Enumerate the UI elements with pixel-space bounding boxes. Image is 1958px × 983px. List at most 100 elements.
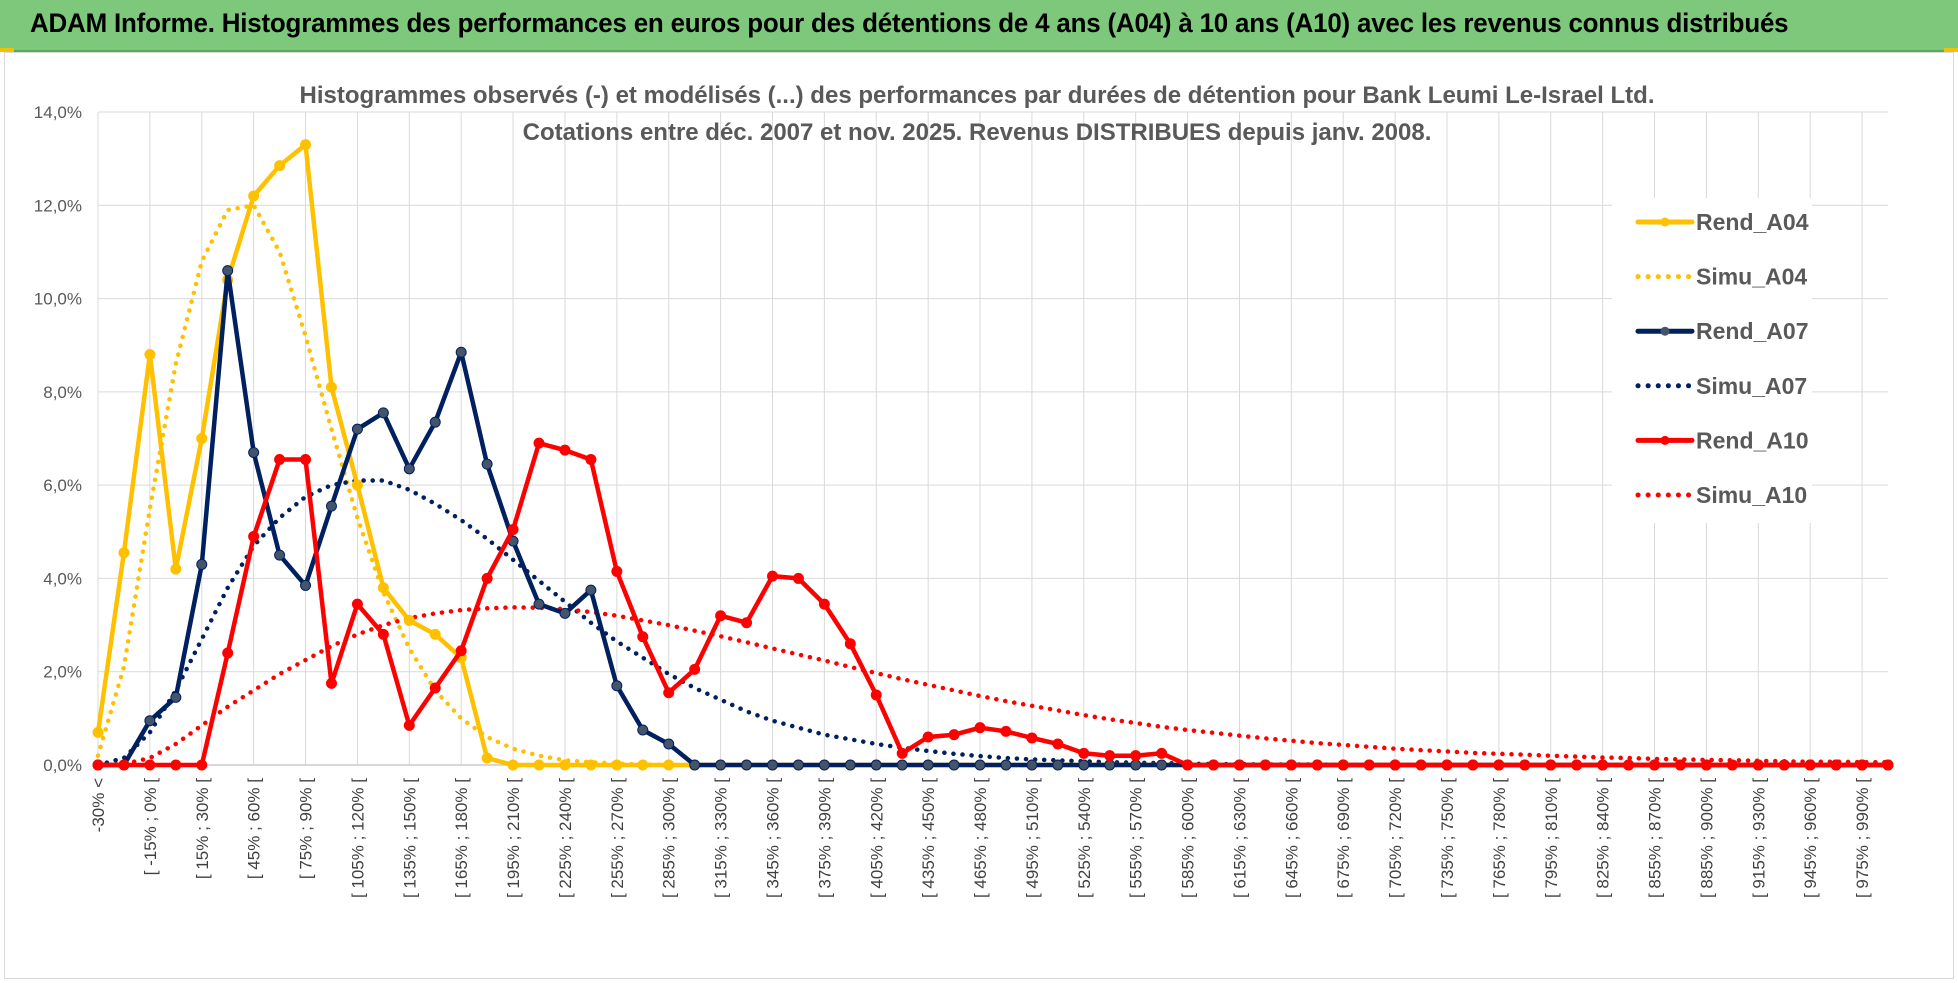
data-point-rend-a10 bbox=[974, 722, 986, 734]
data-point-rend-a04 bbox=[507, 759, 519, 771]
data-point-rend-a10 bbox=[663, 687, 675, 699]
data-point-rend-a07 bbox=[663, 738, 675, 750]
data-point-rend-a10 bbox=[377, 628, 389, 640]
x-tick-label: [ 225% ; 240% [ bbox=[556, 778, 575, 898]
data-point-rend-a10 bbox=[1441, 759, 1453, 771]
data-point-rend-a10 bbox=[870, 689, 882, 701]
data-point-rend-a10 bbox=[1130, 750, 1142, 762]
x-tick-label: [ 735% ; 750% [ bbox=[1438, 778, 1457, 898]
data-point-rend-a10 bbox=[1233, 759, 1245, 771]
data-point-rend-a04 bbox=[403, 614, 415, 626]
legend-label-rend-a07: Rend_A07 bbox=[1696, 318, 1808, 344]
data-point-rend-a07 bbox=[274, 549, 286, 561]
data-point-rend-a04 bbox=[144, 349, 156, 361]
data-point-rend-a10 bbox=[1026, 732, 1038, 744]
x-tick-label: [ 315% ; 330% [ bbox=[712, 778, 731, 898]
data-point-rend-a07 bbox=[325, 500, 337, 512]
data-point-rend-a07 bbox=[741, 759, 753, 771]
chart-title: Histogrammes observés (-) et modélisés (… bbox=[299, 82, 1654, 146]
data-point-rend-a07 bbox=[870, 759, 882, 771]
data-point-rend-a04 bbox=[170, 563, 182, 575]
data-point-rend-a10 bbox=[766, 570, 778, 582]
data-point-rend-a10 bbox=[1700, 759, 1712, 771]
data-point-rend-a07 bbox=[196, 558, 208, 570]
data-point-rend-a10 bbox=[1259, 759, 1271, 771]
y-tick-label: 10,0% bbox=[34, 290, 82, 309]
data-point-rend-a10 bbox=[351, 598, 363, 610]
data-point-rend-a10 bbox=[1337, 759, 1349, 771]
x-tick-label: [ 915% ; 930% [ bbox=[1749, 778, 1768, 898]
data-point-rend-a10 bbox=[1752, 759, 1764, 771]
x-tick-label: [ 255% ; 270% [ bbox=[608, 778, 627, 898]
data-point-rend-a04 bbox=[481, 752, 493, 764]
y-tick-label: 12,0% bbox=[34, 196, 82, 215]
x-tick-label: [ 705% ; 720% [ bbox=[1386, 778, 1405, 898]
data-point-rend-a10 bbox=[1389, 759, 1401, 771]
data-point-rend-a10 bbox=[1052, 738, 1064, 750]
x-tick-label: [ 555% ; 570% [ bbox=[1127, 778, 1146, 898]
data-point-rend-a10 bbox=[325, 677, 337, 689]
data-point-rend-a07 bbox=[559, 607, 571, 619]
data-point-rend-a04 bbox=[196, 433, 208, 444]
data-point-rend-a07 bbox=[1000, 759, 1012, 771]
data-point-rend-a04 bbox=[248, 190, 260, 202]
data-point-rend-a04 bbox=[300, 139, 312, 151]
data-point-rend-a10 bbox=[1623, 759, 1635, 771]
data-point-rend-a07 bbox=[455, 346, 467, 358]
data-point-rend-a04 bbox=[585, 759, 597, 771]
data-point-rend-a07 bbox=[481, 458, 493, 470]
data-point-rend-a10 bbox=[196, 759, 208, 771]
series-line-simu-a10 bbox=[95, 605, 1891, 768]
data-point-rend-a04 bbox=[274, 160, 286, 172]
data-point-rend-a10 bbox=[1726, 759, 1738, 771]
title-banner: ADAM Informe. Histogrammes des performan… bbox=[0, 0, 1958, 52]
data-point-rend-a07 bbox=[1104, 759, 1116, 771]
y-tick-label: 0,0% bbox=[43, 756, 82, 775]
legend-label-rend-a04: Rend_A04 bbox=[1696, 209, 1809, 235]
y-tick-label: 4,0% bbox=[43, 569, 82, 588]
data-point-rend-a10 bbox=[1285, 759, 1297, 771]
data-point-rend-a04 bbox=[325, 381, 337, 393]
data-point-rend-a10 bbox=[1804, 759, 1816, 771]
data-point-rend-a07 bbox=[1130, 759, 1142, 771]
data-point-rend-a10 bbox=[1674, 759, 1686, 771]
data-point-rend-a10 bbox=[1156, 747, 1168, 759]
legend: Rend_A04 Simu_A04 Rend_A07 Simu_A07 Rend_A10… bbox=[1612, 198, 1812, 523]
data-point-rend-a04 bbox=[611, 759, 623, 771]
data-point-rend-a10 bbox=[1208, 759, 1220, 771]
x-tick-label: [ 795% ; 810% [ bbox=[1542, 778, 1561, 898]
data-point-rend-a07 bbox=[948, 759, 960, 771]
legend-label-simu-a10: Simu_A10 bbox=[1696, 482, 1807, 508]
data-point-rend-a04 bbox=[533, 759, 545, 771]
corner-mark-right bbox=[1944, 48, 1958, 52]
y-tick-label: 8,0% bbox=[43, 383, 82, 402]
data-point-rend-a10 bbox=[1182, 759, 1194, 771]
data-point-rend-a04 bbox=[92, 726, 104, 738]
data-point-rend-a10 bbox=[1649, 759, 1661, 771]
data-point-rend-a07 bbox=[637, 724, 649, 736]
data-point-rend-a10 bbox=[896, 747, 908, 759]
series-line-rend-a10 bbox=[95, 440, 1891, 768]
legend-marker bbox=[1660, 326, 1670, 336]
data-point-rend-a10 bbox=[481, 572, 493, 584]
data-point-rend-a07 bbox=[1026, 759, 1038, 771]
data-point-rend-a10 bbox=[715, 610, 727, 622]
data-point-rend-a10 bbox=[1104, 750, 1116, 762]
data-point-rend-a10 bbox=[222, 647, 234, 659]
chart-frame bbox=[4, 52, 1954, 979]
data-point-rend-a07 bbox=[818, 759, 830, 771]
x-tick-label: [ 615% ; 630% [ bbox=[1230, 778, 1249, 898]
x-tick-label: [ 195% ; 210% [ bbox=[504, 778, 523, 898]
data-point-rend-a10 bbox=[274, 453, 286, 465]
data-point-rend-a04 bbox=[118, 547, 130, 559]
data-point-rend-a10 bbox=[170, 759, 182, 771]
data-point-rend-a10 bbox=[533, 437, 545, 449]
x-tick-label: [ 525% ; 540% [ bbox=[1075, 778, 1094, 898]
data-point-rend-a07 bbox=[896, 759, 908, 771]
data-point-rend-a10 bbox=[559, 444, 571, 456]
data-point-rend-a10 bbox=[455, 645, 467, 657]
x-tick-label: -30% < bbox=[89, 778, 108, 832]
y-tick-label: 2,0% bbox=[43, 663, 82, 682]
data-point-rend-a10 bbox=[611, 565, 623, 577]
x-tick-label: [ 645% ; 660% [ bbox=[1282, 778, 1301, 898]
